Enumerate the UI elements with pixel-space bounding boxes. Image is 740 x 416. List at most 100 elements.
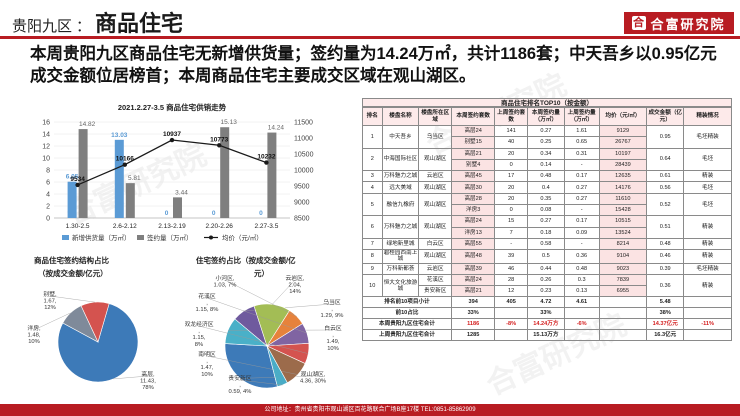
- table-cell: 云岩区: [418, 170, 452, 183]
- header-separator: ：: [76, 18, 92, 35]
- price-point: [122, 162, 128, 167]
- bar-supply: [67, 181, 77, 218]
- table-cell: 白云区: [418, 237, 452, 251]
- table-header-cell: 排名: [362, 107, 383, 126]
- table-header-cell: 成交金额（亿元）: [646, 107, 685, 126]
- table-cell: 15428: [598, 204, 648, 217]
- legend-price-label: 均价（元/㎡）: [222, 233, 263, 242]
- pie-slice-label-line: 1.47,: [201, 365, 214, 371]
- table-cell: 高层39: [450, 262, 496, 275]
- structure-pie-chart: 高层, 11.43, 78% 洋房, 1.48, 10%别墅, 1.67, 12%: [27, 290, 156, 391]
- table-cell: 乌当区: [418, 125, 452, 149]
- table-cell: 12635: [598, 170, 648, 183]
- table-header-cell: 本周签约套数: [450, 107, 496, 126]
- bar-signed-label: 3.44: [175, 189, 188, 196]
- y-tick-label: 0: [46, 216, 50, 223]
- table-summary-cell: [683, 296, 732, 309]
- price-line: [77, 139, 267, 186]
- pie-slice-label: 贵安新区, 0.59, 4%: [228, 374, 251, 395]
- table-cell: 7: [494, 226, 528, 239]
- table-cell: 贵安新区: [418, 285, 452, 298]
- legend-supply-label: 新增供货量（万㎡）: [72, 233, 131, 242]
- price-label: 10937: [163, 131, 181, 138]
- table-cell: -: [563, 204, 600, 217]
- table-cell: 20: [494, 147, 528, 160]
- pie-slice-label: 南明区, 1.47, 10%: [198, 350, 216, 378]
- pie-slice-label: 高层, 11.43, 78%: [140, 370, 156, 391]
- y-tick-label: 2: [46, 204, 50, 211]
- bar-signed-label: 14.24: [268, 125, 285, 132]
- table-cell: 9104: [598, 249, 648, 264]
- table-cell: 14176: [598, 181, 648, 194]
- pie-slice-label-line: ,: [239, 383, 241, 389]
- table-row: 3 万科魅力之城 云岩区 高层45 17 0.48 0.17 12635 0.61 精装: [362, 170, 732, 183]
- table-cell: 精装: [683, 249, 732, 264]
- table-cell: 精装: [683, 273, 732, 298]
- pie-slice-label: 别墅, 1.67, 12%: [43, 290, 57, 311]
- y-tick-label: 6: [46, 180, 50, 187]
- price-label: 10166: [116, 156, 134, 163]
- table-cell: 高层21: [450, 285, 496, 298]
- pie-slice-label-line: 南明区: [198, 350, 216, 358]
- table-cell: 0.17: [563, 215, 600, 228]
- bar-signed: [220, 127, 230, 218]
- price-point: [264, 160, 269, 165]
- table-summary-cell: 405: [494, 296, 528, 309]
- supply-sales-trend-chart: 2021.2.27-3.5 商品住宅供销走势 0 2 4 6 8 10 12 14 16 8500 9…: [42, 102, 313, 242]
- price-point: [75, 182, 80, 188]
- table-cell: 9: [362, 262, 383, 275]
- logo-text: 合富研究院: [650, 16, 726, 32]
- pie-leader-line: [49, 295, 95, 303]
- table-cell: 观山湖区: [418, 192, 452, 217]
- table-cell: 13524: [598, 226, 648, 239]
- table-cell: 0.27: [526, 215, 565, 228]
- header: 贵阳九区：商品住宅 合合富研究院: [0, 0, 740, 39]
- table-summary-cell: [494, 329, 528, 342]
- trend-chart-title: 2021.2.27-3.5 商品住宅供销走势: [118, 102, 227, 112]
- table-cell: 高层24: [450, 124, 496, 138]
- table-summary-cell: 14.24万方: [526, 318, 565, 331]
- table-cell: 碧桂园西南上城: [381, 249, 420, 264]
- table-cell: 0.35: [526, 192, 565, 206]
- table-summary-cell: 16.3亿元: [646, 329, 685, 342]
- table-cell: 毛坯精装: [683, 125, 732, 149]
- table-cell: 0.51: [646, 215, 685, 239]
- table-cell: 毛坯: [683, 147, 732, 172]
- x-tick-label: 1.30-2.5: [66, 223, 90, 230]
- table-cell: 10197: [598, 147, 648, 160]
- pie-slice: [57, 303, 139, 383]
- table-cell: 高层48: [450, 249, 496, 264]
- legend-supply-swatch: [62, 235, 69, 240]
- table-cell: 0.65: [563, 136, 600, 149]
- table-cell: 0.31: [563, 147, 600, 160]
- bar-supply-label: 0: [259, 210, 263, 217]
- x-tick-label: 2.6-2.12: [113, 223, 137, 230]
- pie-slice-label: 双龙经济区, 1.15, 8%: [185, 320, 214, 348]
- pie-slice: [266, 345, 288, 388]
- pie-slice-label-line: 观山湖区,: [301, 370, 326, 378]
- pie-leader-line: [206, 355, 298, 375]
- table-cell: 0.36: [563, 249, 600, 264]
- table-cell: 精装: [683, 170, 732, 183]
- legend-price-marker: [209, 235, 213, 240]
- table-cell: 高层28: [450, 192, 496, 206]
- table-cell: 洋房13: [450, 226, 496, 239]
- y-tick-label: 10: [42, 156, 50, 163]
- table-header-cell: 本周签约量（万㎡）: [526, 107, 565, 126]
- table-cell: -: [494, 237, 528, 251]
- table-cell: 0.39: [646, 262, 685, 275]
- table-row: 10 恒大文化旅游城 花溪区 高层24 28 0.26 0.3 7839 0.36 精装: [362, 273, 732, 298]
- table-cell: -: [563, 237, 600, 251]
- legend-signed-label: 签约量（万㎡）: [147, 233, 193, 242]
- table-title: 商品住宅排名TOP10（按金额）: [362, 98, 732, 107]
- table-cell: 0.58: [526, 237, 565, 251]
- pie-slice-label-line: 双龙经济区: [185, 320, 214, 328]
- table-summary-cell: 394: [450, 296, 496, 309]
- pie-slice-label-line: 2.04,: [289, 283, 302, 289]
- pie-slice-label: 洋房, 1.48, 10%: [27, 324, 41, 345]
- table-row: 贵安新区 高层21 12 0.23 0.13 6955: [363, 285, 732, 298]
- pie-slice-label-line: 8%: [195, 342, 203, 348]
- table-cell: 0.36: [646, 273, 685, 298]
- pie-slice-label-line: 10%: [201, 372, 213, 378]
- table-cell: 0.5: [526, 249, 565, 264]
